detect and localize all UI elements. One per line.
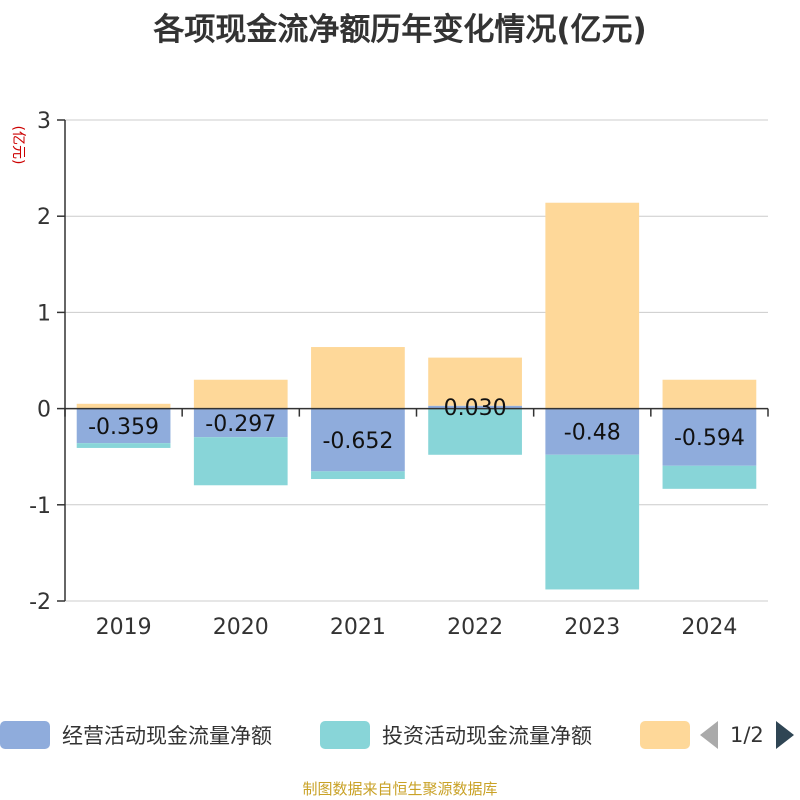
bar-1 — [428, 405, 522, 409]
chart-title: 各项现金流净额历年变化情况(亿元) — [153, 12, 647, 48]
x-tick-label: 2022 — [447, 615, 503, 640]
x-tick-label: 2020 — [213, 615, 269, 640]
y-axis-title: (亿元) — [10, 126, 26, 165]
data-label: 0.030 — [444, 396, 507, 421]
chevron-right-icon[interactable] — [775, 721, 794, 749]
data-label: -0.652 — [322, 429, 393, 454]
chart-plot: -2 -1 0 1 2 3 (亿元) 2019 2020 2021 2022 2023 2024 -0.… — [10, 109, 769, 640]
legend-item-operating[interactable]: 经营活动现金流量净额 — [0, 715, 272, 755]
bar-3 — [76, 403, 171, 409]
y-tick-label: 2 — [37, 205, 51, 230]
y-tick-label: 1 — [37, 301, 51, 326]
bar-2 — [193, 437, 288, 486]
legend-swatch-investing — [320, 721, 370, 749]
bar-1 — [311, 408, 405, 472]
legend-item-investing[interactable]: 投资活动现金流量净额 — [320, 715, 592, 755]
y-tick-label: 0 — [37, 398, 51, 423]
x-tick-label: 2023 — [564, 615, 620, 640]
chevron-left-icon[interactable] — [700, 721, 718, 749]
y-tick-label: 3 — [37, 109, 51, 134]
bar-3 — [193, 379, 288, 409]
legend-page-indicator: 1/2 — [730, 723, 764, 747]
data-label: -0.359 — [88, 415, 159, 440]
legend-pager: 1/2 — [700, 715, 794, 755]
data-label: -0.594 — [674, 426, 745, 451]
bar-2 — [545, 454, 640, 590]
bar-2 — [76, 443, 171, 448]
y-tick-label: -2 — [29, 590, 51, 615]
x-tick-label: 2021 — [330, 615, 386, 640]
x-tick-label: 2019 — [96, 615, 152, 640]
data-label: -0.48 — [564, 421, 621, 446]
bar-3 — [545, 202, 640, 409]
bar-3 — [311, 347, 405, 409]
y-tick-label: -1 — [29, 494, 51, 519]
bar-1 — [662, 408, 757, 466]
source-note: 制图数据来自恒生聚源数据库 — [302, 780, 498, 798]
legend-label-operating: 经营活动现金流量净额 — [62, 724, 272, 748]
bar-1 — [76, 408, 171, 444]
legend-label-investing: 投资活动现金流量净额 — [382, 724, 592, 748]
bar-1 — [193, 408, 288, 438]
legend: 经营活动现金流量净额 投资活动现金流量净额 — [0, 715, 800, 755]
bar-3 — [428, 357, 522, 406]
bar-3 — [662, 379, 757, 409]
bar-2 — [311, 471, 405, 480]
x-tick-label: 2024 — [681, 615, 737, 640]
bar-1 — [545, 408, 640, 455]
bar-2 — [428, 408, 522, 455]
bar-2 — [662, 465, 757, 489]
legend-swatch-third — [640, 721, 690, 749]
legend-swatch-operating — [0, 721, 50, 749]
data-label: -0.297 — [205, 412, 276, 437]
legend-item-third[interactable] — [640, 715, 690, 755]
